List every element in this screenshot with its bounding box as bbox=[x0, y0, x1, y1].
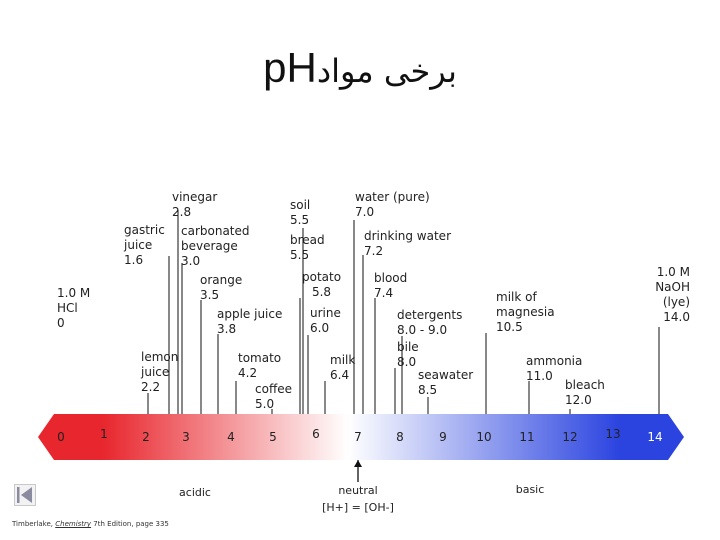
label-drinking-water: drinking water 7.2 bbox=[364, 229, 451, 258]
label-lemon-juice: lemon juice 2.2 bbox=[141, 350, 179, 394]
page-title: pHبرخی مواد bbox=[0, 44, 720, 92]
credit-book: Chemistry bbox=[55, 520, 92, 528]
title-ph: pH bbox=[263, 44, 317, 91]
scale-number-3: 3 bbox=[182, 430, 190, 444]
scale-number-9: 9 bbox=[439, 430, 447, 444]
label-coffee: coffee 5.0 bbox=[255, 382, 292, 411]
acidic-label: acidic bbox=[179, 486, 211, 499]
ph-scale-bar bbox=[38, 414, 684, 460]
scale-number-13: 13 bbox=[605, 427, 621, 441]
credit-rest: 7th Edition, page 335 bbox=[91, 520, 169, 528]
label-apple-juice: apple juice 3.8 bbox=[217, 307, 283, 336]
source-credit: Timberlake, Chemistry 7th Edition, page … bbox=[12, 520, 169, 528]
label-bread: bread 5.5 bbox=[290, 233, 325, 262]
neutral-text: neutral bbox=[338, 484, 378, 497]
basic-label: basic bbox=[515, 483, 545, 496]
label-bile: bile 8.0 bbox=[397, 340, 419, 369]
label-detergents: detergents 8.0 - 9.0 bbox=[397, 308, 463, 337]
scale-number-0: 0 bbox=[57, 430, 65, 444]
label-potato: potato 5.8 bbox=[302, 270, 342, 299]
label-gastric-juice: gastric juice 1.6 bbox=[124, 223, 165, 267]
scale-number-14: 14 bbox=[647, 430, 663, 444]
neutral-label: neutral [H+] = [OH-] bbox=[308, 482, 408, 516]
label-blood: blood 7.4 bbox=[374, 271, 408, 300]
label-hcl: 1.0 M HCl 0 bbox=[57, 286, 91, 330]
label-milk: milk 6.4 bbox=[330, 353, 356, 382]
previous-slide-button[interactable] bbox=[14, 484, 36, 506]
scale-number-10: 10 bbox=[476, 430, 492, 444]
credit-author: Timberlake, bbox=[12, 520, 56, 528]
scale-number-6: 6 bbox=[312, 427, 320, 441]
previous-icon bbox=[14, 484, 36, 506]
label-tomato: tomato 4.2 bbox=[238, 351, 282, 380]
label-milk-of-magnesia: milk of magnesia 10.5 bbox=[496, 290, 555, 334]
scale-number-7: 7 bbox=[354, 430, 362, 444]
label-carbonated-beverage: carbonated beverage 3.0 bbox=[181, 224, 250, 268]
scale-number-1: 1 bbox=[100, 427, 108, 441]
label-orange: orange 3.5 bbox=[200, 273, 243, 302]
label-soil: soil 5.5 bbox=[290, 198, 311, 227]
label-ammonia: ammonia 11.0 bbox=[526, 354, 583, 383]
scale-number-4: 4 bbox=[227, 430, 235, 444]
label-seawater: seawater 8.5 bbox=[418, 368, 474, 397]
label-pure-water: water (pure) 7.0 bbox=[355, 190, 430, 219]
scale-number-8: 8 bbox=[396, 430, 404, 444]
label-naoh: 1.0 M NaOH (lye) 14.0 bbox=[655, 265, 690, 324]
scale-number-5: 5 bbox=[269, 430, 277, 444]
scale-number-11: 11 bbox=[519, 430, 535, 444]
title-subject: برخی مواد bbox=[316, 52, 457, 90]
label-vinegar: vinegar 2.8 bbox=[172, 190, 218, 219]
scale-number-2: 2 bbox=[142, 430, 150, 444]
label-bleach: bleach 12.0 bbox=[565, 378, 605, 407]
scale-number-12: 12 bbox=[562, 430, 578, 444]
neutral-formula: [H+] = [OH-] bbox=[322, 501, 394, 514]
neutral-arrow-head bbox=[354, 460, 362, 467]
label-urine: urine 6.0 bbox=[310, 306, 341, 335]
